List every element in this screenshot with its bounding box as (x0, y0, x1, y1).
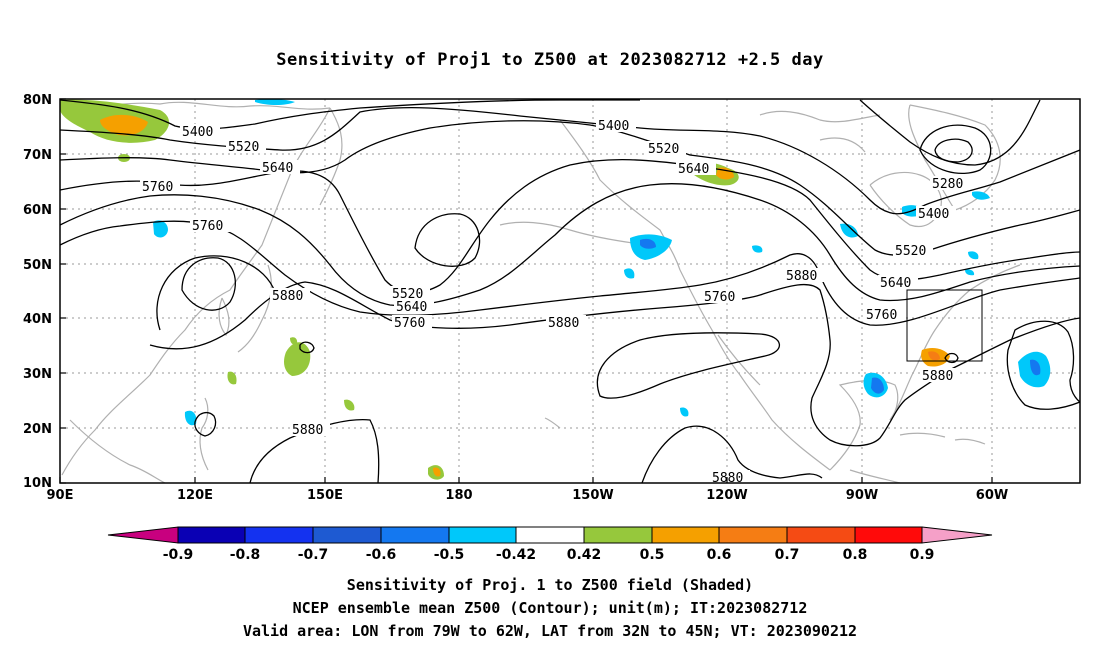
contour-label-5760-a: 5760 (142, 180, 173, 195)
contour-label-5880-d: 5880 (922, 369, 953, 384)
colorbar-arrow-high (921, 526, 993, 544)
colorbar-bin-p07-p08 (786, 526, 856, 544)
caption-line-1: Sensitivity of Proj. 1 to Z500 field (Sh… (346, 576, 754, 594)
colorbar-bin-p08-p09 (854, 526, 923, 544)
contour-label-5760-b: 5760 (192, 219, 223, 234)
lon-label-90e: 90E (47, 488, 74, 503)
lat-label-80n: 80N (23, 93, 52, 108)
colorbar-bin-m08-m07 (244, 526, 314, 544)
contour-label-5640-d: 5640 (396, 300, 427, 315)
colorbar-label: 0.7 (775, 547, 800, 563)
colorbar-label: -0.7 (298, 547, 329, 563)
caption-line-2: NCEP ensemble mean Z500 (Contour); unit(… (292, 599, 808, 617)
contour-label-5880-a: 5880 (272, 289, 303, 304)
colorbar-label: -0.8 (230, 547, 261, 563)
colorbar-label: -0.42 (496, 547, 536, 563)
map-area (60, 99, 1080, 483)
colorbar-label: -0.5 (434, 547, 465, 563)
longitude-labels: 90E 120E 150E 180 150W 120W 90W 60W (47, 488, 1009, 503)
contour-label-5880-b: 5880 (548, 316, 579, 331)
lat-label-70n: 70N (23, 148, 52, 163)
lon-label-150e: 150E (307, 488, 343, 503)
map-title: Sensitivity of Proj1 to Z500 at 20230827… (276, 50, 824, 70)
axis-ticks (59, 98, 993, 484)
contour-label-5640-b: 5640 (678, 162, 709, 177)
lat-label-30n: 30N (23, 367, 52, 382)
colorbar-label: 0.9 (910, 547, 935, 563)
contour-label-5520-a: 5520 (228, 140, 259, 155)
lon-label-120e: 120E (177, 488, 213, 503)
lat-label-60n: 60N (23, 203, 52, 218)
contour-label-5880-c: 5880 (786, 269, 817, 284)
colorbar-bin-m042-p042 (515, 526, 585, 544)
colorbar-bin-p06-p07 (718, 526, 788, 544)
contour-label-5760-c: 5760 (704, 290, 735, 305)
lat-label-40n: 40N (23, 312, 52, 327)
lon-label-120w: 120W (706, 488, 747, 503)
colorbar-label: -0.6 (366, 547, 397, 563)
colorbar (107, 526, 993, 544)
contour-label-5640-a: 5640 (262, 161, 293, 176)
contour-label-5760-e: 5760 (394, 316, 425, 331)
lon-label-90w: 90W (846, 488, 878, 503)
contour-label-5880-e: 5880 (292, 423, 323, 438)
contour-label-5520-b: 5520 (648, 142, 679, 157)
contour-labels: 5400 5400 5400 5520 5520 5520 5520 5640 … (140, 118, 970, 486)
colorbar-bin-p05-p06 (651, 526, 720, 544)
colorbar-bin-m07-m06 (312, 526, 382, 544)
lon-label-60w: 60W (976, 488, 1008, 503)
colorbar-label: -0.9 (163, 547, 194, 563)
contour-label-5760-d: 5760 (866, 308, 897, 323)
colorbar-label: 0.5 (640, 547, 665, 563)
contour-label-5520-d: 5520 (392, 287, 423, 302)
lat-label-10n: 10N (23, 476, 52, 491)
caption-line-3: Valid area: LON from 79W to 62W, LAT fro… (242, 622, 858, 640)
contour-label-5640-c: 5640 (880, 276, 911, 291)
colorbar-bin-m05-m042 (448, 526, 517, 544)
lat-label-50n: 50N (23, 258, 52, 273)
contour-label-5880-f: 5880 (712, 471, 743, 486)
colorbar-label: 0.42 (567, 547, 602, 563)
lon-label-150w: 150W (572, 488, 613, 503)
colorbar-labels: -0.9 -0.8 -0.7 -0.6 -0.5 -0.42 0.42 0.5 … (163, 547, 935, 563)
coastlines (60, 101, 1021, 483)
map-frame (59, 98, 1081, 484)
colorbar-label: 0.6 (707, 547, 732, 563)
contour-label-5400-c: 5400 (918, 207, 949, 222)
figure-caption: Sensitivity of Proj. 1 to Z500 field (Sh… (0, 574, 1100, 643)
lon-label-180: 180 (445, 488, 472, 503)
colorbar-arrow-low (107, 526, 179, 544)
colorbar-label: 0.8 (843, 547, 868, 563)
contour-label-5520-c: 5520 (895, 244, 926, 259)
colorbar-bin-m09-m08 (177, 526, 246, 544)
lat-label-20n: 20N (23, 422, 52, 437)
contour-label-5400-b: 5400 (598, 119, 629, 134)
colorbar-bin-m06-m05 (380, 526, 450, 544)
latitude-labels: 80N 70N 60N 50N 40N 30N 20N 10N (23, 93, 52, 491)
contour-label-5280: 5280 (932, 177, 963, 192)
contour-label-5400-a: 5400 (182, 125, 213, 140)
valid-area-box (906, 289, 983, 362)
colorbar-bin-p042-p05 (583, 526, 653, 544)
